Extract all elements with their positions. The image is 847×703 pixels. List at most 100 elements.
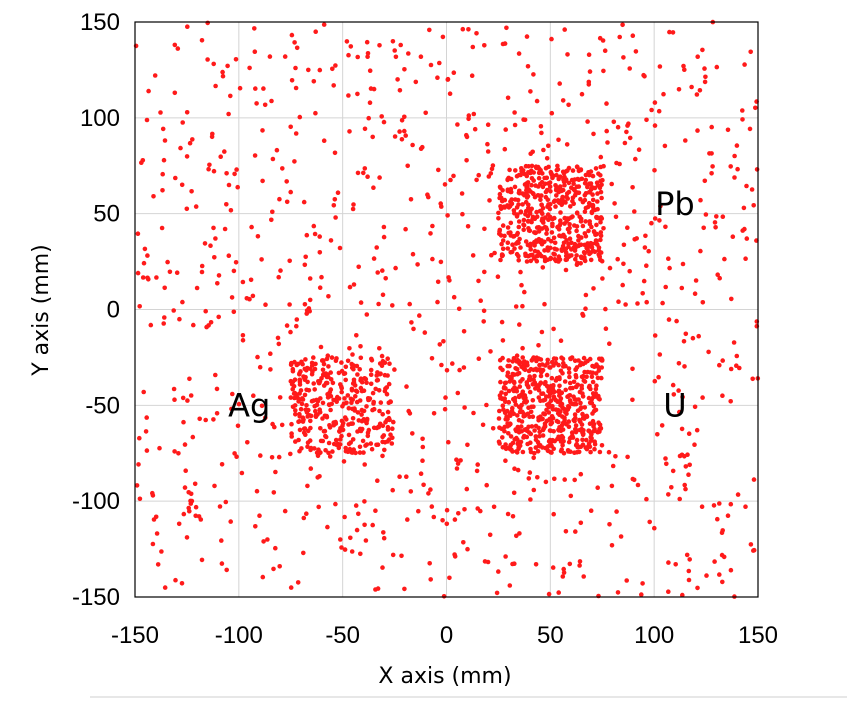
scatter-point: [558, 174, 563, 179]
scatter-point: [505, 240, 511, 245]
scatter-point: [593, 371, 599, 376]
scatter-point: [535, 475, 540, 480]
scatter-point: [537, 208, 543, 214]
scatter-point: [579, 383, 584, 389]
scatter-point: [482, 226, 487, 232]
scatter-point: [430, 256, 435, 262]
scatter-point: [512, 246, 517, 251]
scatter-point: [325, 353, 331, 359]
scatter-point: [299, 359, 304, 365]
scatter-point: [405, 163, 411, 169]
scatter-point: [544, 418, 550, 424]
scatter-point: [594, 222, 599, 228]
scatter-point: [326, 450, 331, 456]
scatter-point: [663, 224, 668, 230]
scatter-point: [193, 513, 198, 519]
scatter-point: [714, 64, 720, 70]
scatter-point: [491, 504, 497, 510]
scatter-point: [289, 32, 295, 38]
scatter-point: [259, 257, 264, 262]
scatter-point: [377, 346, 382, 351]
scatter-point: [172, 42, 178, 48]
scatter-point: [353, 394, 358, 399]
scatter-point: [330, 66, 335, 72]
scatter-point: [199, 263, 205, 269]
scatter-point: [218, 154, 223, 159]
scatter-point: [575, 165, 580, 170]
scatter-point: [317, 234, 323, 239]
scatter-point: [428, 487, 433, 492]
scatter-point: [358, 378, 363, 383]
scatter-point: [505, 225, 511, 230]
scatter-point: [219, 538, 224, 543]
scatter-point: [440, 34, 446, 40]
scatter-point: [224, 171, 229, 176]
scatter-point: [564, 194, 569, 200]
scatter-point: [598, 219, 603, 225]
scatter-point: [439, 362, 444, 368]
scatter-point: [354, 527, 360, 533]
scatter-point: [359, 418, 365, 424]
scatter-point: [652, 168, 657, 173]
scatter-point: [545, 402, 550, 408]
scatter-point: [660, 300, 665, 306]
scatter-point: [541, 220, 546, 225]
scatter-point: [252, 49, 258, 54]
scatter-point: [596, 171, 601, 176]
scatter-point: [302, 392, 308, 398]
scatter-point: [257, 364, 263, 370]
scatter-point: [585, 119, 590, 124]
scatter-point: [644, 263, 649, 269]
scatter-point: [184, 535, 190, 540]
scatter-point: [676, 388, 681, 393]
scatter-point: [211, 168, 217, 174]
scatter-point: [545, 257, 550, 263]
scatter-point: [435, 75, 440, 80]
scatter-point: [511, 379, 517, 385]
scatter-point: [328, 370, 334, 375]
x-tick-label: 0: [440, 622, 453, 649]
scatter-point: [308, 413, 314, 419]
scatter-point: [462, 507, 467, 512]
scatter-point: [294, 394, 300, 400]
scatter-point: [549, 171, 554, 177]
scatter-point: [497, 425, 502, 431]
scatter-point: [557, 81, 562, 86]
scatter-point: [294, 317, 300, 322]
scatter-point: [381, 224, 387, 230]
scatter-point: [305, 379, 310, 385]
scatter-point: [402, 128, 407, 134]
scatter-point: [567, 222, 572, 227]
annotation-label: U: [663, 386, 686, 424]
scatter-point: [390, 39, 396, 44]
x-axis-label: X axis (mm): [378, 664, 511, 689]
scatter-point: [526, 226, 531, 231]
scatter-point: [558, 409, 563, 414]
scatter-point: [295, 580, 301, 585]
scatter-point: [681, 339, 687, 344]
scatter-point: [627, 135, 633, 141]
scatter-point: [514, 251, 520, 257]
scatter-point: [575, 176, 580, 182]
scatter-point: [326, 364, 331, 369]
scatter-point: [570, 214, 575, 219]
scatter-point: [574, 224, 580, 229]
scatter-point: [435, 279, 441, 285]
scatter-point: [309, 371, 315, 377]
scatter-point: [216, 273, 222, 278]
scatter-point: [566, 439, 572, 445]
scatter-point: [325, 524, 330, 530]
scatter-point: [492, 250, 497, 256]
scatter-point: [319, 274, 324, 280]
scatter-point: [698, 248, 703, 254]
scatter-point: [328, 393, 334, 399]
scatter-point: [282, 54, 288, 59]
scatter-point: [399, 118, 405, 123]
scatter-point: [150, 493, 156, 498]
scatter-point: [520, 355, 525, 360]
scatter-point: [537, 433, 542, 439]
scatter-point: [381, 535, 387, 541]
scatter-point: [387, 361, 392, 367]
scatter-point: [213, 83, 218, 89]
scatter-point: [293, 131, 299, 136]
